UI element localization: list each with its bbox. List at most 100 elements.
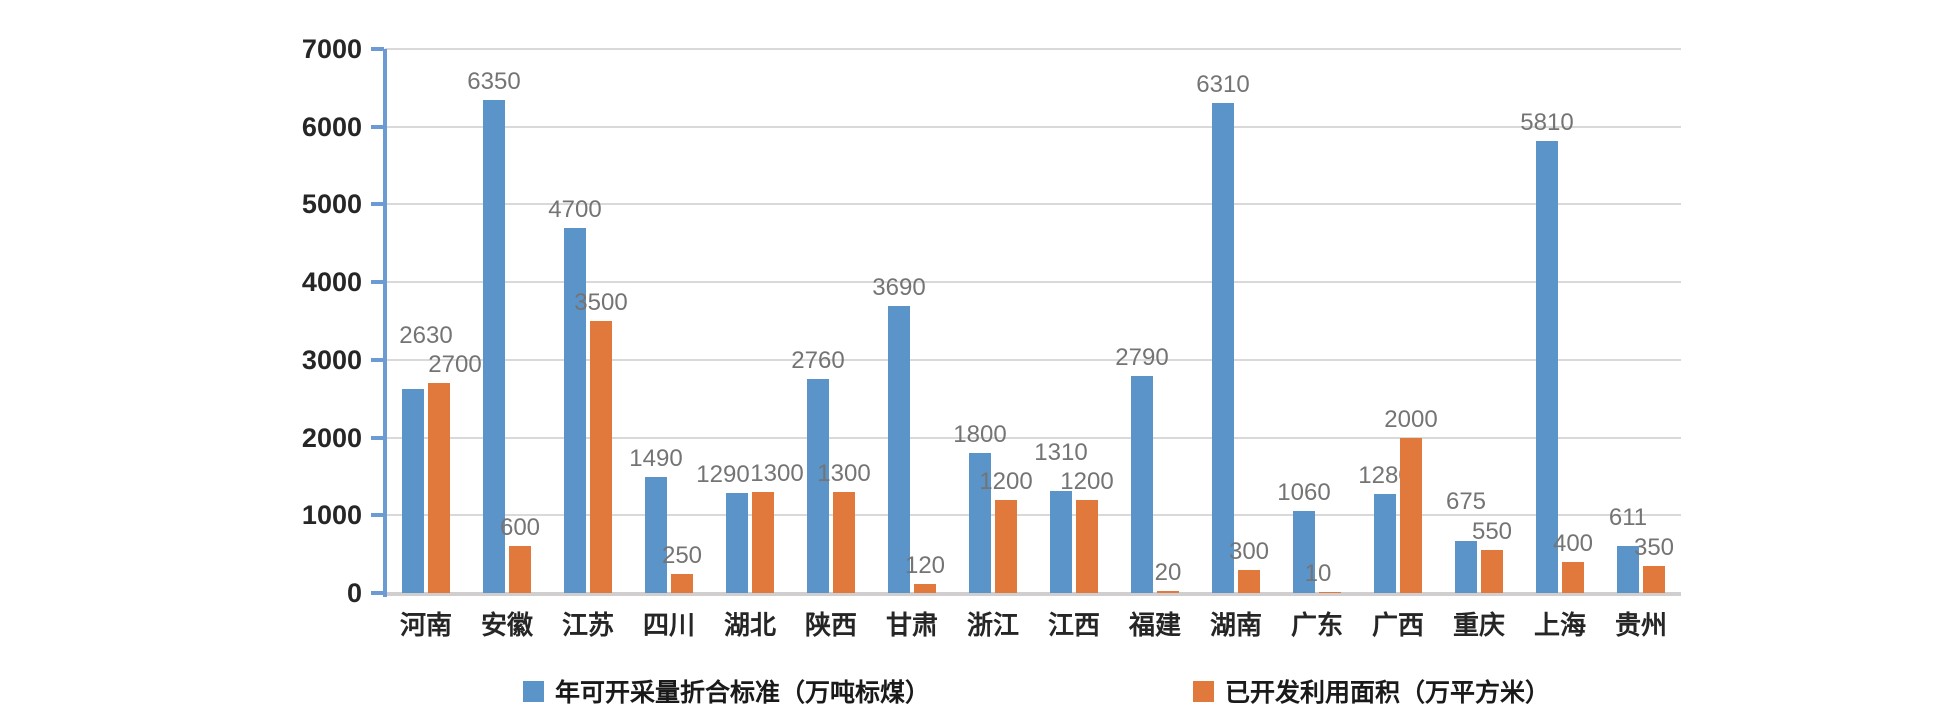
bar-blue-4 xyxy=(726,493,748,593)
bar-orange-12 xyxy=(1400,438,1422,593)
x-category-label-10: 湖南 xyxy=(1209,610,1262,640)
data-label-orange-4: 1300 xyxy=(750,460,804,487)
bar-blue-14 xyxy=(1536,141,1558,593)
data-label-blue-4: 1290 xyxy=(696,461,750,488)
y-axis-tick xyxy=(371,357,384,362)
bar-blue-1 xyxy=(483,100,505,593)
legend-swatch-blue-icon xyxy=(523,680,544,702)
y-tick-label: 0 xyxy=(346,578,362,608)
bar-blue-15 xyxy=(1617,546,1639,593)
data-label-blue-13: 675 xyxy=(1445,488,1487,515)
bar-orange-5 xyxy=(833,492,855,593)
bar-blue-3 xyxy=(645,477,667,593)
x-category-label-11: 广东 xyxy=(1290,610,1343,640)
data-label-blue-0: 2630 xyxy=(399,322,453,349)
x-category-label-2: 江苏 xyxy=(561,610,614,640)
bar-blue-12 xyxy=(1374,494,1396,593)
x-category-label-15: 贵州 xyxy=(1614,610,1667,640)
gridline-3000 xyxy=(385,358,1681,361)
x-category-label-5: 陕西 xyxy=(804,610,857,640)
gridline-1000 xyxy=(385,514,1681,517)
x-category-label-14: 上海 xyxy=(1533,610,1586,640)
data-label-orange-13: 550 xyxy=(1471,518,1513,545)
bar-orange-7 xyxy=(995,500,1017,593)
y-axis-tick xyxy=(371,513,384,518)
data-label-orange-1: 600 xyxy=(499,514,541,541)
bar-orange-0 xyxy=(428,383,450,593)
gridline-2000 xyxy=(385,436,1681,439)
x-category-label-6: 甘肃 xyxy=(885,610,938,640)
bar-orange-3 xyxy=(671,574,693,593)
x-category-label-0: 河南 xyxy=(399,610,452,640)
x-category-label-4: 湖北 xyxy=(723,610,776,640)
data-label-blue-15: 611 xyxy=(1608,504,1648,531)
bar-blue-10 xyxy=(1212,103,1234,593)
data-label-blue-1: 6350 xyxy=(467,68,521,95)
x-category-label-8: 江西 xyxy=(1047,610,1100,640)
bar-blue-0 xyxy=(402,389,424,593)
y-axis-tick xyxy=(371,47,384,51)
y-axis-tick xyxy=(371,202,384,207)
bar-orange-8 xyxy=(1076,500,1098,593)
legend-item-series-2: 已开发利用面积（万平方米） xyxy=(1193,676,1551,707)
y-tick-label: 4000 xyxy=(301,267,362,298)
x-category-label-1: 安徽 xyxy=(480,610,533,640)
y-axis-tick xyxy=(371,591,384,595)
bar-orange-2 xyxy=(590,321,612,593)
legend-item-series-1: 年可开采量折合标准（万吨标煤） xyxy=(523,676,931,707)
data-label-orange-3: 250 xyxy=(661,542,703,569)
data-label-orange-9: 20 xyxy=(1154,559,1182,586)
data-label-orange-10: 300 xyxy=(1228,538,1270,565)
x-category-label-9: 福建 xyxy=(1128,610,1181,640)
y-axis-tick xyxy=(371,280,384,285)
data-label-orange-8: 1200 xyxy=(1060,468,1114,495)
data-label-orange-11: 10 xyxy=(1304,560,1332,587)
legend-label-series-2: 已开发利用面积（万平方米） xyxy=(1225,679,1551,707)
data-label-orange-15: 350 xyxy=(1633,534,1675,561)
data-label-blue-10: 6310 xyxy=(1196,71,1250,98)
gridline-4000 xyxy=(385,281,1681,284)
bar-orange-11 xyxy=(1319,592,1341,593)
bar-blue-5 xyxy=(807,379,829,593)
bar-blue-8 xyxy=(1050,491,1072,593)
bar-blue-9 xyxy=(1131,376,1153,593)
legend-swatch-orange-icon xyxy=(1193,680,1214,702)
bar-blue-7 xyxy=(969,453,991,593)
bar-orange-1 xyxy=(509,546,531,593)
bar-blue-6 xyxy=(888,306,910,593)
legend: 年可开采量折合标准（万吨标煤） 已开发利用面积（万平方米） xyxy=(0,676,1949,707)
data-label-orange-14: 400 xyxy=(1552,530,1594,557)
y-tick-label: 6000 xyxy=(301,111,362,142)
data-label-blue-7: 1800 xyxy=(953,421,1007,448)
bar-blue-13 xyxy=(1455,541,1477,593)
data-label-orange-2: 3500 xyxy=(574,289,628,316)
legend-label-series-1: 年可开采量折合标准（万吨标煤） xyxy=(555,679,931,707)
data-label-blue-8: 1310 xyxy=(1034,439,1088,466)
data-label-blue-9: 2790 xyxy=(1115,344,1169,371)
bar-orange-9 xyxy=(1157,591,1179,593)
data-label-blue-12: 1280 xyxy=(1358,462,1412,489)
x-category-label-13: 重庆 xyxy=(1452,610,1505,640)
gridline-7000 xyxy=(385,48,1681,50)
y-tick-label: 3000 xyxy=(301,344,362,375)
bar-orange-4 xyxy=(752,492,774,593)
y-axis-tick xyxy=(371,124,384,129)
data-label-blue-2: 4700 xyxy=(548,196,602,223)
bar-orange-6 xyxy=(914,584,936,593)
y-axis-line xyxy=(383,49,387,597)
data-label-orange-7: 1200 xyxy=(979,468,1033,495)
y-tick-label: 7000 xyxy=(301,34,362,64)
y-tick-label: 1000 xyxy=(301,500,362,531)
data-label-blue-14: 5810 xyxy=(1520,109,1574,136)
bar-orange-13 xyxy=(1481,550,1503,593)
gridline-5000 xyxy=(385,203,1681,206)
data-label-blue-5: 2760 xyxy=(791,347,845,374)
data-label-orange-6: 120 xyxy=(904,552,946,579)
data-label-blue-11: 1060 xyxy=(1277,479,1331,506)
y-tick-label: 2000 xyxy=(301,422,362,453)
y-axis-tick xyxy=(371,435,384,440)
y-tick-label: 5000 xyxy=(301,189,362,220)
bar-orange-14 xyxy=(1562,562,1584,593)
x-category-label-3: 四川 xyxy=(642,610,695,640)
